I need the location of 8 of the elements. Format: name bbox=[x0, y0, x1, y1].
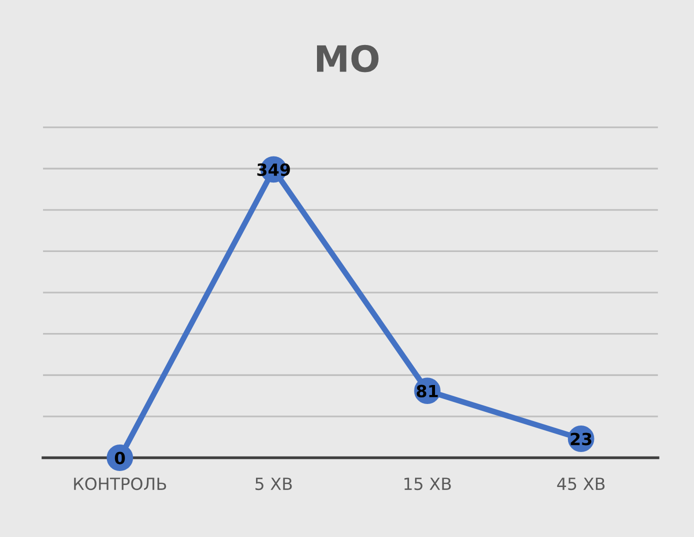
data-label: 23 bbox=[570, 432, 592, 446]
x-tick-label: 15 ХВ bbox=[404, 478, 451, 490]
chart-title: МО bbox=[317, 44, 378, 72]
x-tick-label: 45 ХВ bbox=[557, 478, 605, 490]
x-tick-label: 5 ХВ bbox=[256, 478, 292, 490]
x-tick-label: КОНТРОЛЬ bbox=[74, 477, 166, 490]
data-label: 0 bbox=[114, 452, 125, 464]
data-label: 81 bbox=[416, 384, 438, 398]
